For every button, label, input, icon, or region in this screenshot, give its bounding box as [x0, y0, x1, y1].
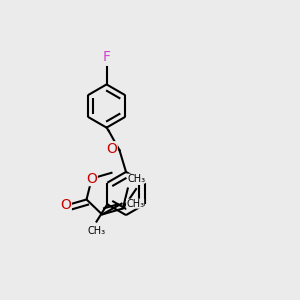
Text: CH₃: CH₃ — [126, 199, 144, 209]
Text: CH₃: CH₃ — [87, 226, 106, 236]
Text: F: F — [103, 50, 111, 64]
Text: O: O — [86, 172, 97, 185]
Text: CH₃: CH₃ — [127, 174, 145, 184]
Text: O: O — [106, 142, 117, 156]
Text: O: O — [60, 199, 71, 212]
